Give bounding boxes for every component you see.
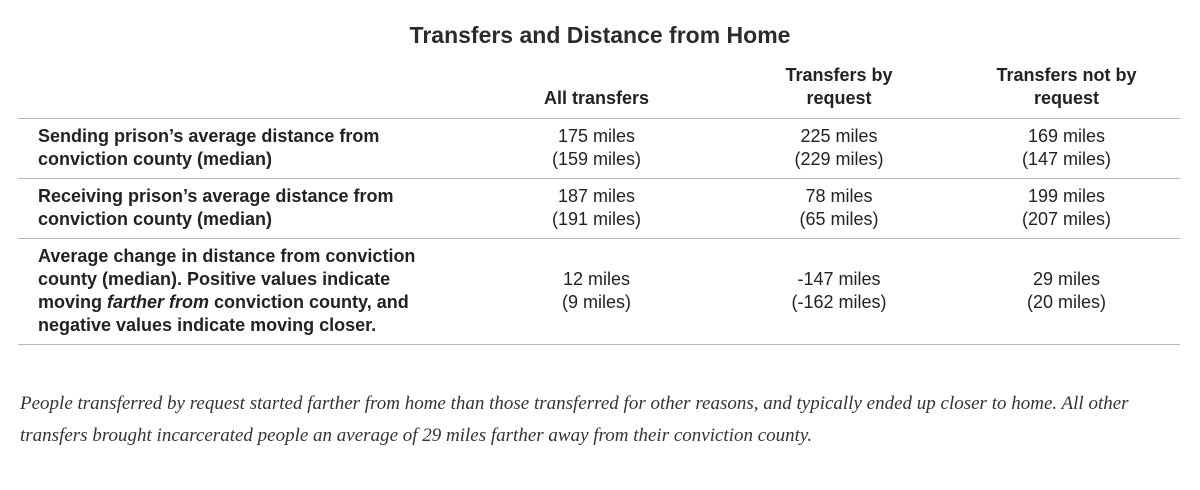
header-transfers-not-by-request: Transfers not by request [953, 64, 1180, 119]
cell-value-average: 225 miles [800, 126, 878, 146]
cell-value-median: (147 miles) [1021, 149, 1112, 169]
header-all-transfers: All transfers [468, 64, 725, 119]
row-label-change-part2: conviction county, and negative values i… [38, 292, 409, 335]
cell-value-median: (9 miles) [561, 292, 631, 312]
cell-sending-all: 175 miles (159 miles) [468, 118, 725, 179]
cell-value-median: (191 miles) [551, 209, 642, 229]
table-row: Average change in distance from convicti… [18, 238, 1180, 345]
row-label-receiving: Receiving prison’s average distance from… [18, 178, 468, 239]
row-label-change-text: Average change in distance from convicti… [38, 245, 448, 337]
cell-value-average: 175 miles [557, 126, 636, 146]
row-label-change-emphasis: farther from [107, 292, 210, 312]
cell-value-median: (229 miles) [794, 149, 884, 169]
cell-value-average: -147 miles [797, 269, 881, 289]
cell-value-average: 187 miles [557, 186, 636, 206]
cell-value-average: 29 miles [1032, 269, 1101, 289]
transfers-table: All transfers Transfers by request Trans… [18, 64, 1180, 345]
cell-value-average: 169 miles [1027, 126, 1106, 146]
table-row: Receiving prison’s average distance from… [18, 178, 1180, 239]
row-label-change: Average change in distance from convicti… [18, 238, 468, 345]
row-label-sending: Sending prison’s average distance from c… [18, 118, 468, 179]
header-transfers-not-by-request-text: Transfers not by request [996, 65, 1137, 108]
cell-value-average: 78 miles [805, 186, 873, 206]
cell-value-median: (-162 miles) [791, 292, 887, 312]
header-transfers-by-request-text: Transfers by request [785, 65, 893, 108]
table-caption: People transferred by request started fa… [20, 393, 1129, 446]
header-transfers-by-request: Transfers by request [725, 64, 953, 119]
cell-value-median: (20 miles) [1026, 292, 1106, 312]
row-label-change-part1: Average change in distance from convicti… [38, 246, 416, 312]
cell-change-all: 12 miles (9 miles) [468, 238, 725, 345]
table-title: Transfers and Distance from Home [409, 22, 791, 48]
cell-change-not-by-request: 29 miles (20 miles) [953, 238, 1180, 345]
row-label-sending-text: Sending prison’s average distance from c… [38, 126, 380, 169]
cell-value-average: 12 miles [562, 269, 631, 289]
header-row: All transfers Transfers by request Trans… [18, 64, 1180, 119]
cell-receiving-by-request: 78 miles (65 miles) [725, 178, 953, 239]
header-row-label [18, 64, 468, 119]
cell-value-median: (159 miles) [551, 149, 642, 169]
table-row: Sending prison’s average distance from c… [18, 118, 1180, 179]
cell-value-median: (65 miles) [799, 209, 879, 229]
cell-sending-not-by-request: 169 miles (147 miles) [953, 118, 1180, 179]
cell-sending-by-request: 225 miles (229 miles) [725, 118, 953, 179]
cell-value-median: (207 miles) [1021, 209, 1112, 229]
row-label-receiving-text: Receiving prison’s average distance from… [38, 186, 394, 229]
cell-receiving-all: 187 miles (191 miles) [468, 178, 725, 239]
cell-change-by-request: -147 miles (-162 miles) [725, 238, 953, 345]
cell-value-average: 199 miles [1027, 186, 1106, 206]
cell-receiving-not-by-request: 199 miles (207 miles) [953, 178, 1180, 239]
